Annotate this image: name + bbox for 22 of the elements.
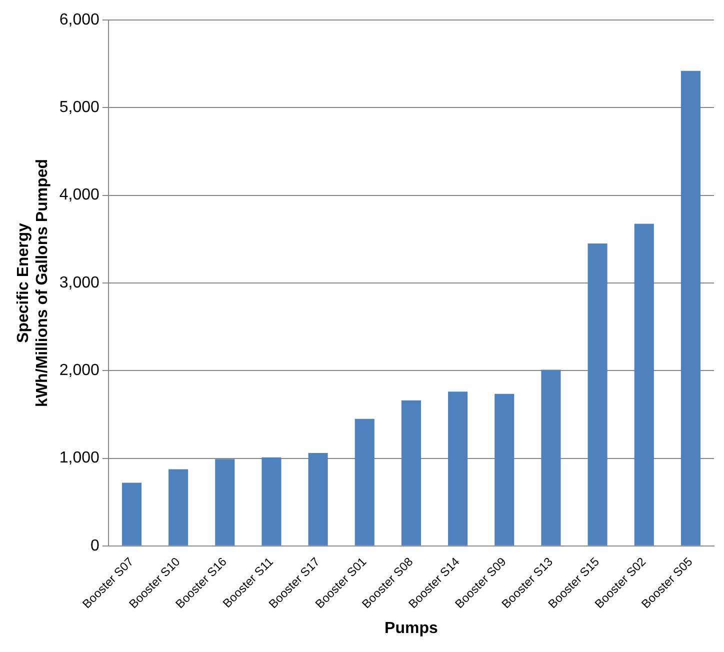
y-tick-label: 4,000 (59, 186, 100, 204)
bar (308, 453, 328, 546)
x-axis-title: Pumps (384, 620, 438, 637)
y-axis-title: Specific Energy kWh/Millions of Gallons Pumped (15, 158, 52, 407)
y-tick-label: 1,000 (59, 450, 100, 467)
bar (541, 370, 561, 546)
bar (168, 469, 188, 546)
bar (122, 482, 142, 546)
bar (401, 400, 421, 546)
y-tick-label: 6,000 (59, 11, 100, 28)
bar (215, 459, 235, 546)
y-tick-label: 2,000 (59, 362, 100, 380)
bar (262, 457, 282, 546)
bar (354, 418, 374, 546)
bar (588, 244, 608, 546)
y-tick-label: 5,000 (59, 99, 100, 116)
y-tick-label: 0 (90, 537, 100, 554)
bar (634, 224, 654, 546)
bar (494, 394, 514, 546)
bar (680, 70, 700, 546)
y-tick-label: 3,000 (59, 274, 100, 292)
bar (448, 392, 468, 546)
